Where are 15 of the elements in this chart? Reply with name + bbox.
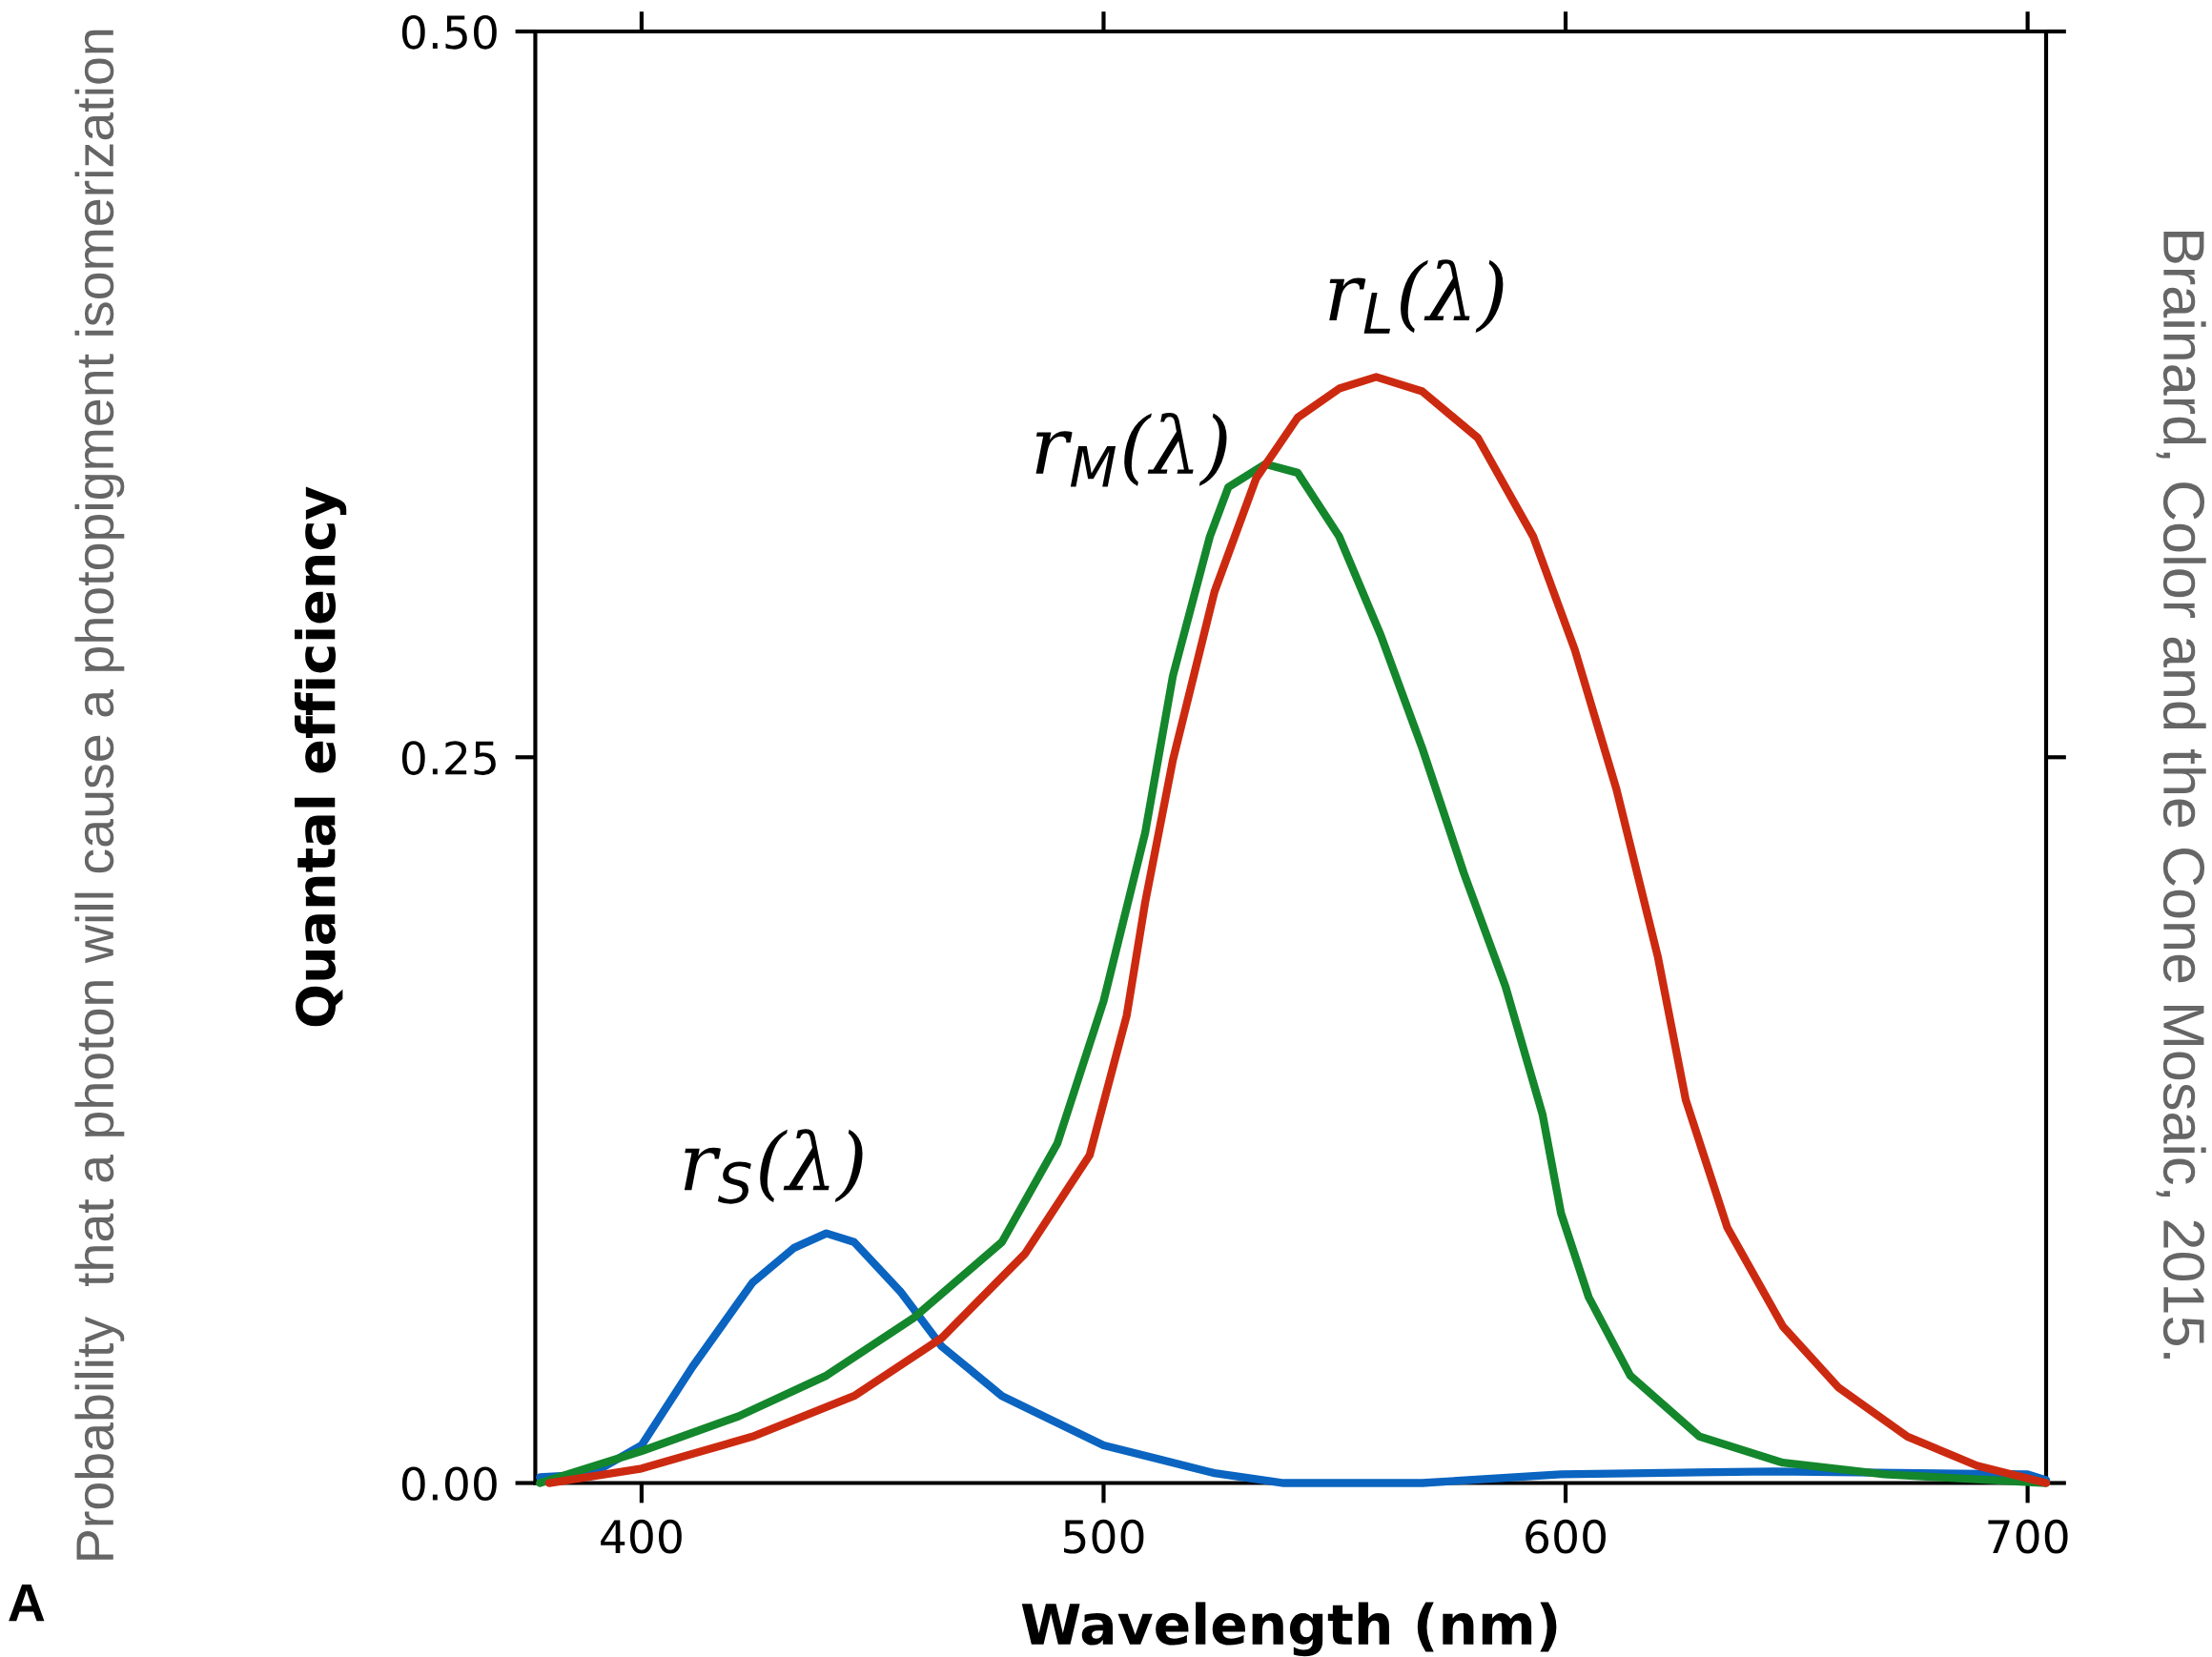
y-tick-label: 0.50	[401, 14, 497, 50]
x-tick-label: 700	[1988, 1519, 2068, 1554]
x-tick-label: 500	[1064, 1519, 1144, 1554]
series-label: r$_{S}$(λ)	[684, 1129, 863, 1204]
series-label: r$_{L}$(λ)	[1329, 259, 1504, 334]
text: Brainard, Color and the Cone Mosaic, 2015.	[2156, 232, 2206, 1359]
x-axis-title: Wavelength (nm)	[1021, 1602, 1557, 1657]
text: A	[9, 1585, 45, 1622]
series-label: r$_{M}$(λ)	[1035, 413, 1227, 487]
y-tick-label: 0.00	[401, 1466, 497, 1502]
y-tick-label: 0.25	[401, 741, 496, 775]
x-tick-label: 400	[601, 1519, 682, 1554]
x-tick-label: 600	[1526, 1519, 1606, 1554]
text: Probability that a photon will cause a photopigment isomerization	[74, 30, 125, 1560]
y-axis-title: Quantal efficiency	[295, 486, 347, 1027]
